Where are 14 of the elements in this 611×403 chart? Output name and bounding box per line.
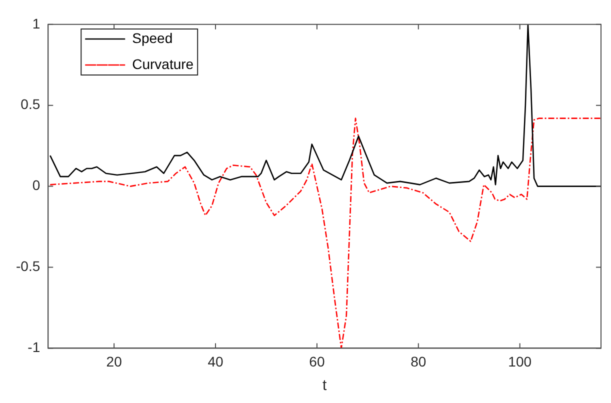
x-tick-label: 80: [410, 353, 426, 370]
y-tick-label: 0: [32, 177, 40, 194]
y-tick-label: -1: [28, 339, 40, 356]
y-tick-label: 1: [32, 15, 40, 32]
line-series: [50, 118, 601, 348]
y-tick-label: -0.5: [16, 258, 40, 274]
x-axis-title: t: [322, 377, 328, 394]
x-tick-label: 20: [106, 353, 122, 370]
x-tick-label: 100: [508, 353, 532, 370]
legend-label: Speed: [132, 30, 173, 46]
x-tick-label: 60: [309, 353, 325, 370]
x-tick-label: 40: [208, 353, 224, 370]
legend-label: Curvature: [132, 56, 194, 72]
y-tick-label: 0.5: [20, 96, 40, 112]
